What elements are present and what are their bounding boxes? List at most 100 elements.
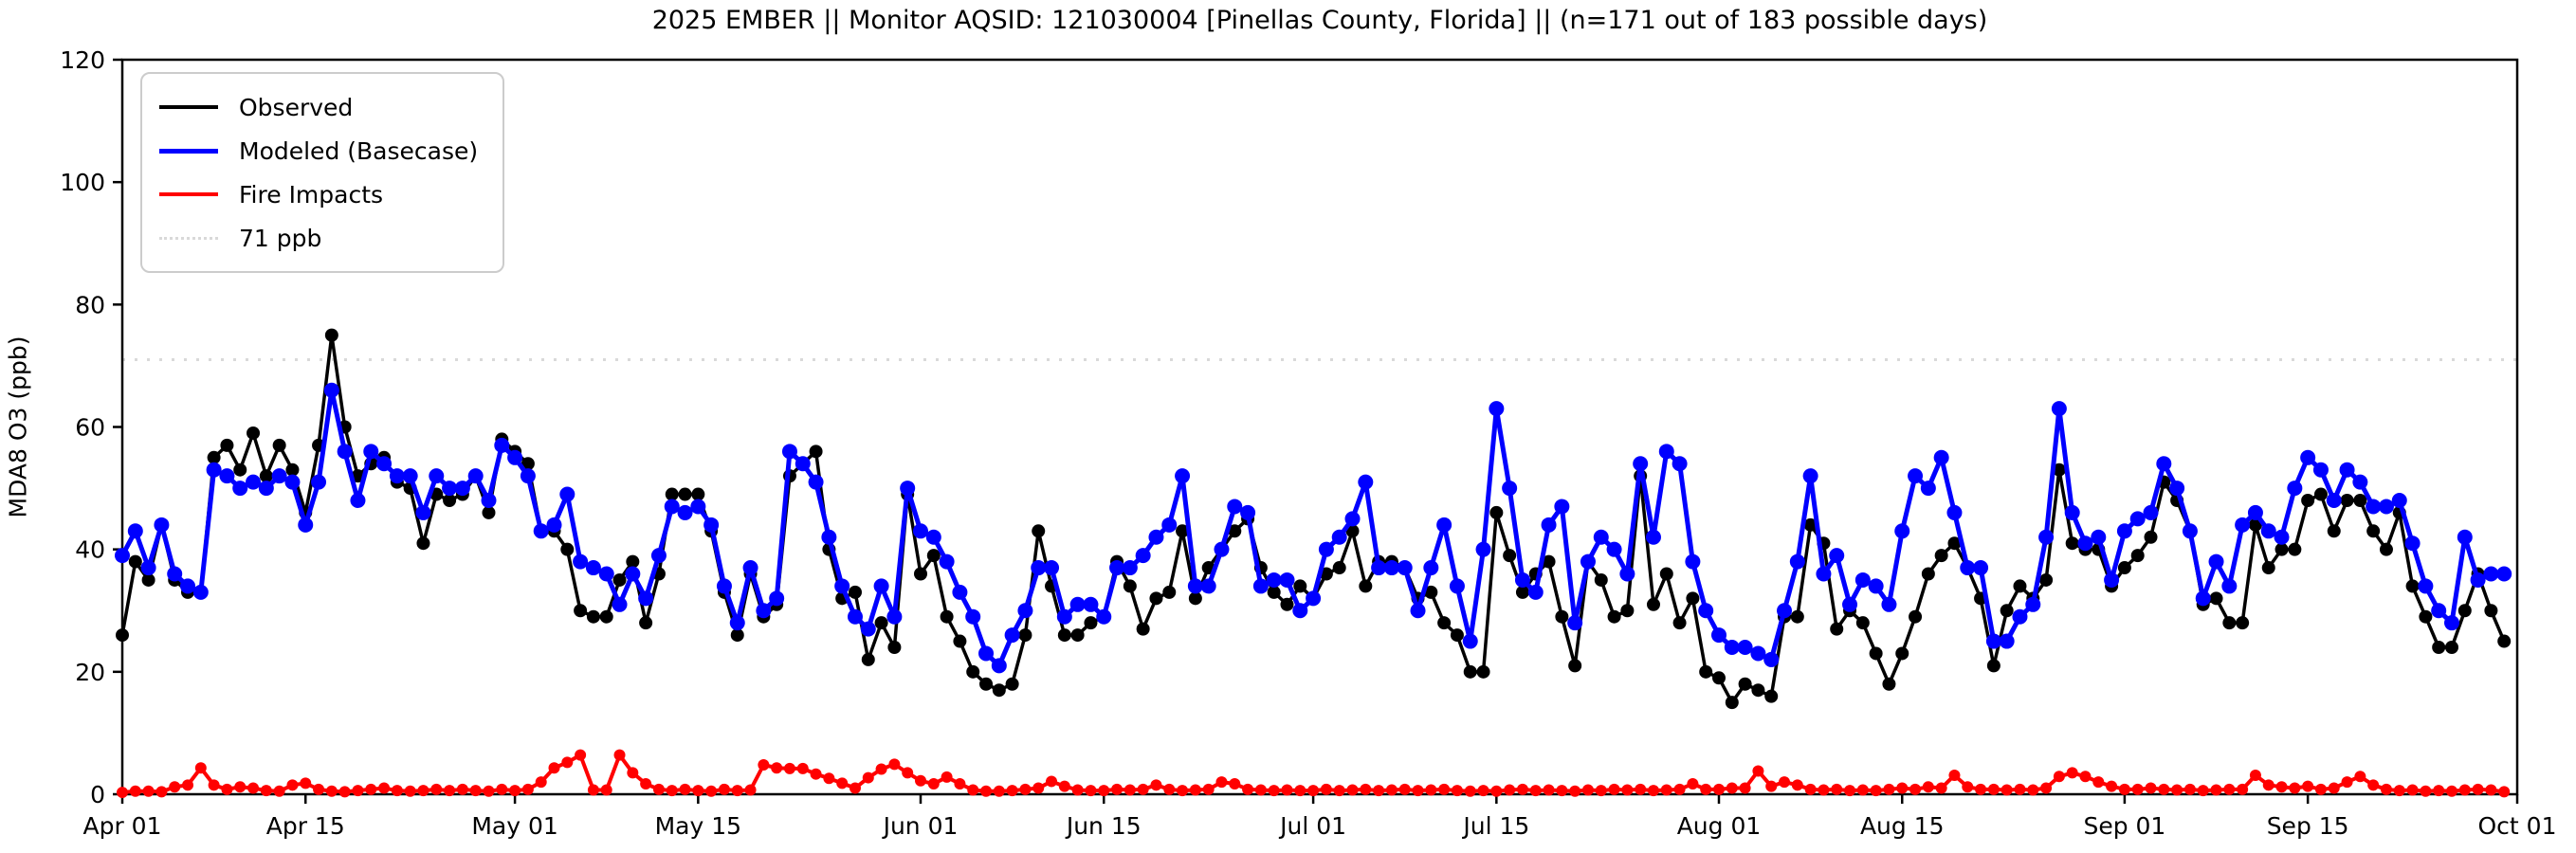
data-point	[154, 517, 170, 533]
data-point	[1777, 603, 1793, 619]
data-point	[1177, 785, 1189, 797]
data-point	[1816, 566, 1832, 582]
data-point	[1438, 783, 1451, 795]
data-point	[1894, 523, 1910, 539]
y-tick-label: 120	[60, 46, 105, 74]
data-point	[781, 444, 797, 460]
data-point	[1869, 646, 1883, 661]
data-point	[1464, 785, 1476, 797]
legend-item-3: 71 ppb	[159, 216, 478, 260]
legend-label: Modeled (Basecase)	[239, 136, 479, 165]
data-point	[1790, 609, 1804, 624]
data-point	[286, 779, 299, 791]
legend-item-1: Modeled (Basecase)	[159, 129, 478, 172]
data-point	[927, 778, 940, 790]
data-point	[127, 523, 143, 539]
data-point	[862, 771, 874, 784]
data-point	[1515, 585, 1529, 599]
data-point	[1842, 596, 1858, 612]
data-point	[1306, 590, 1322, 607]
data-point	[2431, 603, 2447, 619]
data-point	[718, 783, 730, 795]
data-point	[404, 785, 416, 797]
data-point	[954, 778, 966, 790]
data-point	[640, 778, 652, 790]
data-point	[1332, 561, 1346, 575]
data-point	[496, 783, 508, 795]
data-point	[1436, 517, 1452, 533]
data-point	[2129, 511, 2146, 527]
data-point	[886, 608, 903, 625]
data-point	[574, 604, 588, 618]
data-point	[1947, 536, 1962, 551]
data-point	[208, 779, 220, 791]
data-point	[2485, 784, 2497, 796]
data-point	[1423, 560, 1439, 576]
data-point	[1279, 572, 1295, 588]
data-point	[902, 767, 914, 779]
data-point	[2039, 572, 2054, 587]
data-point	[192, 584, 209, 600]
data-point	[1960, 560, 1976, 576]
data-point	[430, 783, 443, 795]
data-point	[1962, 781, 1974, 793]
data-point	[810, 768, 822, 780]
data-point	[1699, 664, 1713, 679]
data-point	[1070, 628, 1085, 643]
data-point	[638, 590, 654, 607]
data-point	[2352, 474, 2368, 490]
data-point	[1658, 444, 1674, 460]
data-point	[1606, 541, 1622, 557]
data-point	[1726, 782, 1738, 794]
data-point	[679, 783, 691, 795]
legend-item-0: Observed	[159, 85, 478, 129]
data-point	[1017, 603, 1033, 619]
data-point	[2197, 785, 2209, 797]
data-point	[285, 463, 300, 477]
data-point	[232, 481, 248, 497]
data-point	[1331, 529, 1347, 545]
data-point	[443, 494, 457, 507]
x-tick-label: Sep 15	[2267, 812, 2349, 840]
data-point	[1791, 779, 1803, 791]
y-tick-label: 20	[75, 659, 105, 686]
data-point	[900, 481, 916, 497]
data-point	[247, 426, 261, 440]
data-point	[2169, 481, 2185, 497]
data-point	[442, 481, 458, 497]
data-point	[1227, 499, 1243, 515]
data-point	[1046, 775, 1058, 788]
data-point	[1503, 549, 1517, 563]
data-point	[2443, 615, 2459, 631]
data-point	[2341, 776, 2353, 789]
data-point	[1633, 456, 1649, 472]
data-point	[2275, 781, 2288, 793]
data-point	[1844, 785, 1856, 797]
data-point	[1229, 778, 1241, 790]
data-point	[1854, 572, 1871, 588]
data-point	[1725, 696, 1739, 710]
data-point	[1109, 560, 1125, 576]
data-point	[2432, 641, 2446, 654]
data-point	[273, 785, 285, 797]
data-point	[2000, 604, 2014, 618]
data-point	[1267, 585, 1281, 599]
data-point	[1175, 468, 1191, 484]
data-point	[509, 785, 521, 797]
data-point	[2065, 536, 2079, 551]
x-tick-label: Apr 01	[82, 812, 161, 840]
data-point	[848, 585, 862, 599]
data-point	[1320, 783, 1332, 795]
series-fire-impacts	[117, 749, 2511, 799]
data-point	[194, 762, 207, 774]
data-point	[874, 616, 888, 630]
data-point	[2496, 566, 2512, 582]
series-modeled-basecase-	[115, 382, 2512, 674]
data-point	[233, 463, 247, 477]
data-point	[2106, 780, 2118, 792]
data-point	[690, 499, 706, 515]
data-point	[1543, 784, 1555, 796]
data-point	[2040, 782, 2053, 794]
data-point	[795, 456, 811, 472]
data-point	[1137, 783, 1149, 795]
